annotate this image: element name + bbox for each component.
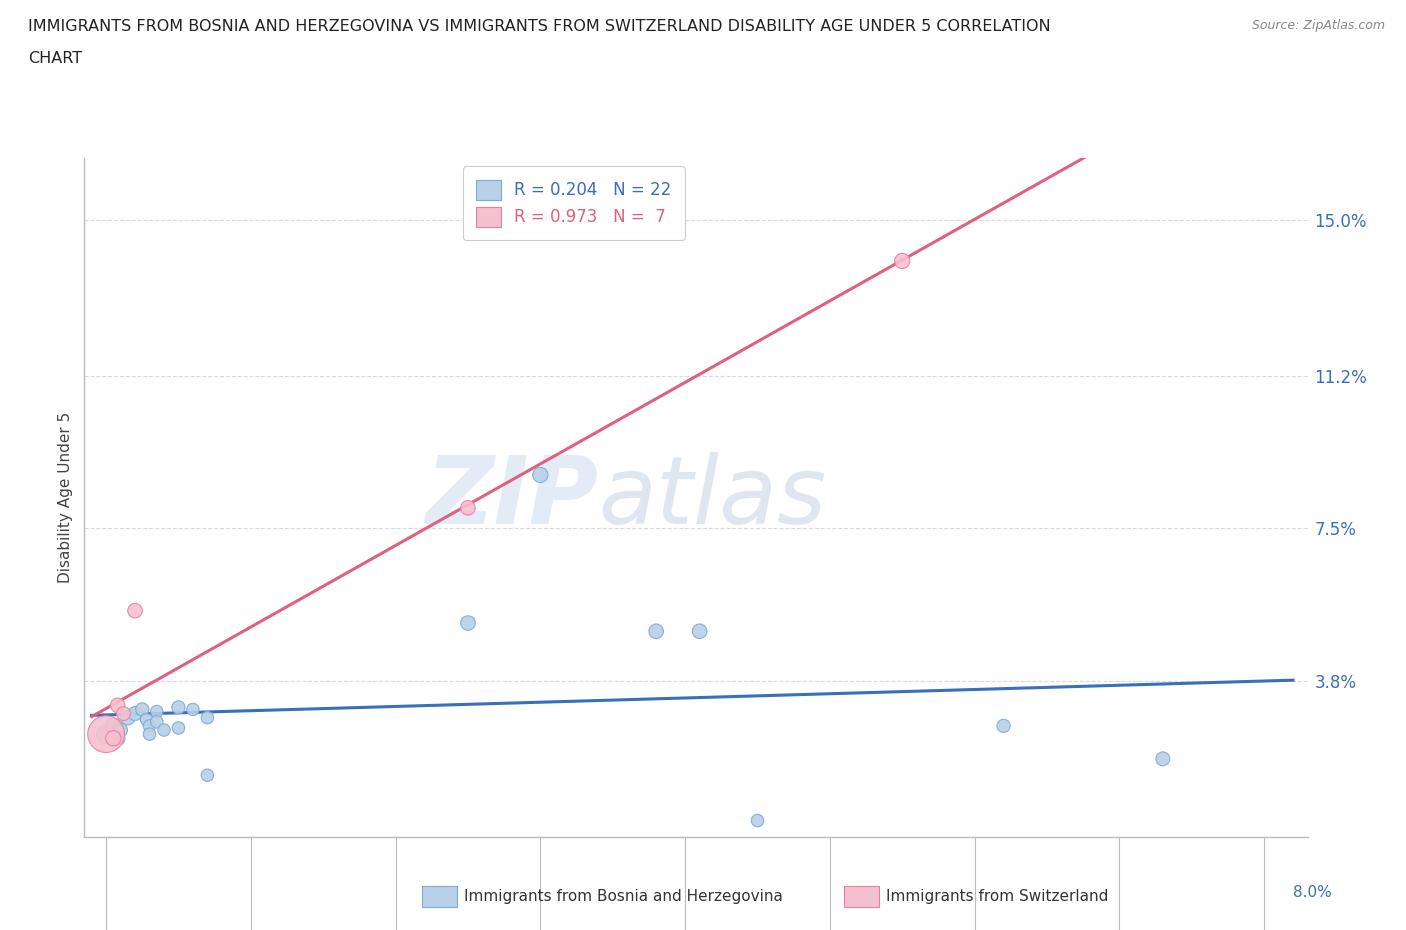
Text: Immigrants from Bosnia and Herzegovina: Immigrants from Bosnia and Herzegovina [464,889,783,904]
Text: atlas: atlas [598,452,827,543]
Point [107,731,129,746]
Y-axis label: Disability Age Under 5: Disability Age Under 5 [58,412,73,583]
Point [457,616,479,631]
Point [1152,751,1174,766]
Point [645,624,668,639]
Legend: R = 0.204   N = 22, R = 0.973   N =  7: R = 0.204 N = 22, R = 0.973 N = 7 [463,166,685,241]
Point [138,719,160,734]
Point [145,704,167,719]
Point [135,712,157,727]
Point [529,468,551,483]
Point [197,768,219,783]
Point [181,702,204,717]
Point [891,254,914,269]
Point [103,731,125,746]
Point [103,719,125,734]
Point [107,698,129,712]
Text: ZIP: ZIP [425,452,598,543]
Point [131,702,153,717]
Point [112,706,135,721]
Point [110,723,132,737]
Point [145,714,167,729]
Point [138,726,160,741]
Point [457,500,479,515]
Point [167,700,190,715]
Point [167,721,190,736]
Point [747,813,769,828]
Point [124,604,146,618]
Text: Source: ZipAtlas.com: Source: ZipAtlas.com [1251,19,1385,32]
Point [94,726,117,741]
Point [689,624,711,639]
Point [153,723,176,737]
Text: 8.0%: 8.0% [1294,884,1331,899]
Text: Immigrants from Switzerland: Immigrants from Switzerland [886,889,1108,904]
Point [124,706,146,721]
Point [94,726,117,741]
Point [197,711,219,725]
Point [117,711,139,725]
Text: CHART: CHART [28,51,82,66]
Point [993,719,1015,734]
Text: IMMIGRANTS FROM BOSNIA AND HERZEGOVINA VS IMMIGRANTS FROM SWITZERLAND DISABILITY: IMMIGRANTS FROM BOSNIA AND HERZEGOVINA V… [28,19,1050,33]
